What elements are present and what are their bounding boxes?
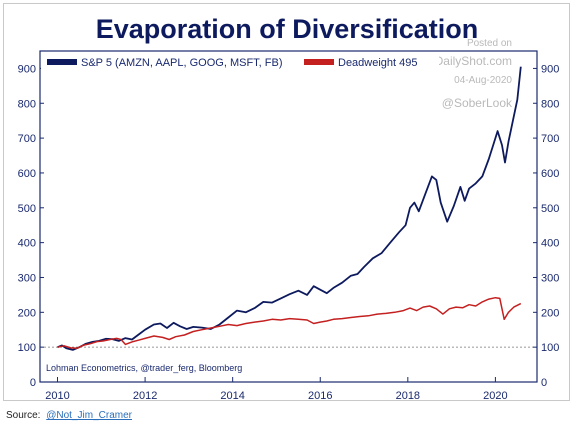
watermark-text: Posted on [467, 38, 512, 49]
series-line-deadweight [57, 296, 522, 349]
y-tick-label-left: 700 [18, 133, 36, 145]
source-footer: Source: @Not_Jim_Cramer [6, 410, 132, 421]
y-tick-label-left: 500 [18, 203, 36, 215]
series-line-sp5 [57, 66, 522, 351]
y-tick-label-left: 100 [18, 342, 36, 354]
plot-area [39, 50, 538, 383]
y-tick-label-left: 600 [18, 168, 36, 180]
legend-swatch [304, 59, 334, 65]
x-tick-label: 2016 [308, 390, 332, 402]
y-tick-label-left: 300 [18, 272, 36, 284]
legend-box [41, 52, 439, 71]
y-tick-label-right: 600 [541, 168, 559, 180]
y-tick-label-right: 300 [541, 272, 559, 284]
y-tick-label-left: 400 [18, 238, 36, 250]
y-tick-label-left: 900 [18, 63, 36, 75]
y-tick-label-right: 800 [541, 98, 559, 110]
y-tick-label-right: 500 [541, 203, 559, 215]
source-label: Source: [6, 410, 41, 421]
watermark-text: 04-Aug-2020 [454, 75, 512, 86]
x-tick-label: 2020 [483, 390, 507, 402]
y-tick-label-right: 100 [541, 342, 559, 354]
x-tick-label: 2012 [133, 390, 157, 402]
x-tick-label: 2010 [45, 390, 69, 402]
y-tick-label-left: 200 [18, 307, 36, 319]
x-tick-label: 2018 [396, 390, 420, 402]
y-tick-label-right: 700 [541, 133, 559, 145]
legend-label: Deadweight 495 [338, 57, 418, 69]
y-tick-label-right: 900 [541, 63, 559, 75]
chart-title: Evaporation of Diversification [96, 14, 479, 44]
y-tick-label-left: 800 [18, 98, 36, 110]
y-tick-label-left: 0 [30, 377, 36, 389]
chart: Evaporation of Diversification 0 0 100 100 20… [18, 14, 560, 402]
legend-label: S&P 5 (AMZN, AAPL, GOOG, MSFT, FB) [81, 57, 283, 69]
chart-note: Lohman Econometrics, @trader_ferg, Bloom… [46, 363, 242, 373]
y-tick-label-right: 0 [541, 377, 547, 389]
y-tick-label-right: 400 [541, 238, 559, 250]
watermark-text: @SoberLook [442, 96, 513, 110]
x-tick-label: 2014 [220, 390, 244, 402]
legend-swatch [47, 59, 77, 65]
y-tick-label-right: 200 [541, 307, 559, 319]
source-link[interactable]: @Not_Jim_Cramer [46, 410, 132, 421]
